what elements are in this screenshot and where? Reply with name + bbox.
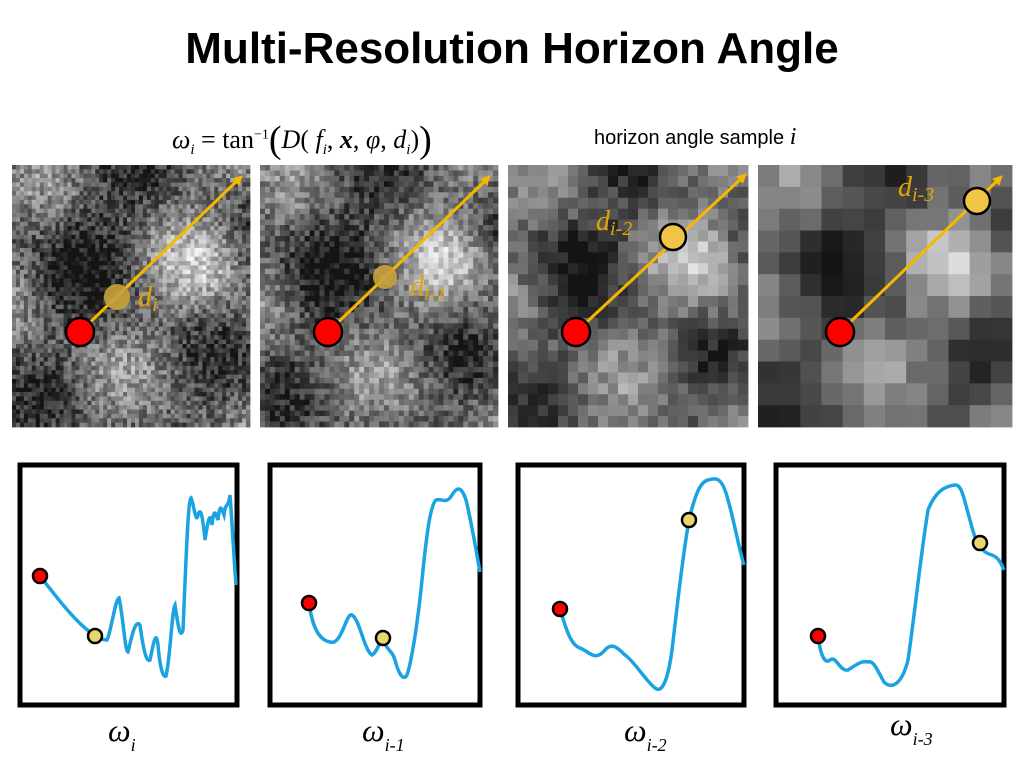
- formula-x: x: [339, 125, 353, 154]
- formula-f-sub: i: [322, 142, 327, 159]
- d-label: di-2: [596, 206, 632, 240]
- panel-4-overlay: di-3: [824, 172, 1003, 348]
- origin-point: [560, 316, 592, 348]
- horizon-profile-line: [558, 477, 746, 692]
- horizon-angle-formula: ωi = tan−1(D( fi, x, φ, di)): [172, 119, 432, 161]
- formula-phi: φ: [365, 125, 381, 154]
- sample-label-var: i: [789, 124, 797, 150]
- origin-point: [300, 594, 318, 612]
- formula-d-sub: i: [406, 142, 411, 159]
- omega-label-3: ωi-2: [624, 712, 667, 755]
- horizon-profile-line: [38, 494, 238, 678]
- sample-point: [86, 627, 104, 645]
- origin-point: [64, 316, 96, 348]
- origin-point: [551, 600, 569, 618]
- profile-frame: [773, 462, 1007, 708]
- direction-arrow: [78, 175, 243, 334]
- origin-point: [312, 316, 344, 348]
- formula-inverse: −1: [253, 127, 269, 143]
- omega-label-2: ωi-1: [362, 712, 405, 755]
- slide-title: Multi-Resolution Horizon Angle: [185, 24, 839, 73]
- d-label: di: [138, 282, 158, 316]
- profile-box-4: [773, 462, 1007, 708]
- d-label: di-3: [898, 172, 934, 206]
- formula-omega-sub: i: [190, 142, 195, 159]
- sample-point: [373, 265, 397, 289]
- panel-3-overlay: di-2: [560, 173, 747, 348]
- formula-f: f: [315, 125, 323, 154]
- origin-point: [809, 627, 827, 645]
- d-label: di-1: [410, 271, 446, 305]
- sample-label-text: horizon angle sample: [594, 127, 790, 149]
- sample-point: [374, 629, 392, 647]
- omega-label-4: ωi-3: [890, 706, 933, 749]
- sample-point: [658, 222, 688, 252]
- profile-box-1: [17, 462, 240, 708]
- terrain-heightmap-fine: [12, 165, 251, 428]
- formula-d: d: [393, 125, 407, 154]
- sample-point: [680, 511, 698, 529]
- sample-point: [971, 534, 989, 552]
- panel-2-overlay: di-1: [312, 175, 491, 348]
- profile-frame: [17, 462, 240, 708]
- panel-1-overlay: di: [64, 175, 243, 348]
- direction-arrow: [574, 173, 747, 334]
- formula-D: D: [281, 125, 301, 154]
- profile-frame: [515, 462, 747, 708]
- terrain-heightmap-level-1: [260, 165, 499, 428]
- sample-point: [104, 284, 130, 310]
- formula-equals-tan: = tan: [201, 125, 254, 154]
- origin-point: [31, 567, 49, 585]
- direction-arrow: [326, 175, 491, 334]
- formula-omega: ω: [172, 125, 191, 154]
- sample-point: [962, 186, 992, 216]
- horizon-profile-line: [816, 483, 1006, 688]
- origin-point: [824, 316, 856, 348]
- terrain-heightmap-level-2: [508, 165, 749, 428]
- horizon-profile-line: [307, 487, 482, 680]
- profile-frame: [267, 462, 483, 708]
- terrain-heightmap-coarse: [758, 165, 1013, 428]
- omega-label-1: ωi: [108, 712, 136, 755]
- profile-box-3: [515, 462, 747, 708]
- profile-box-2: [267, 462, 483, 708]
- horizon-angle-sample-label: horizon angle sample i: [594, 124, 796, 151]
